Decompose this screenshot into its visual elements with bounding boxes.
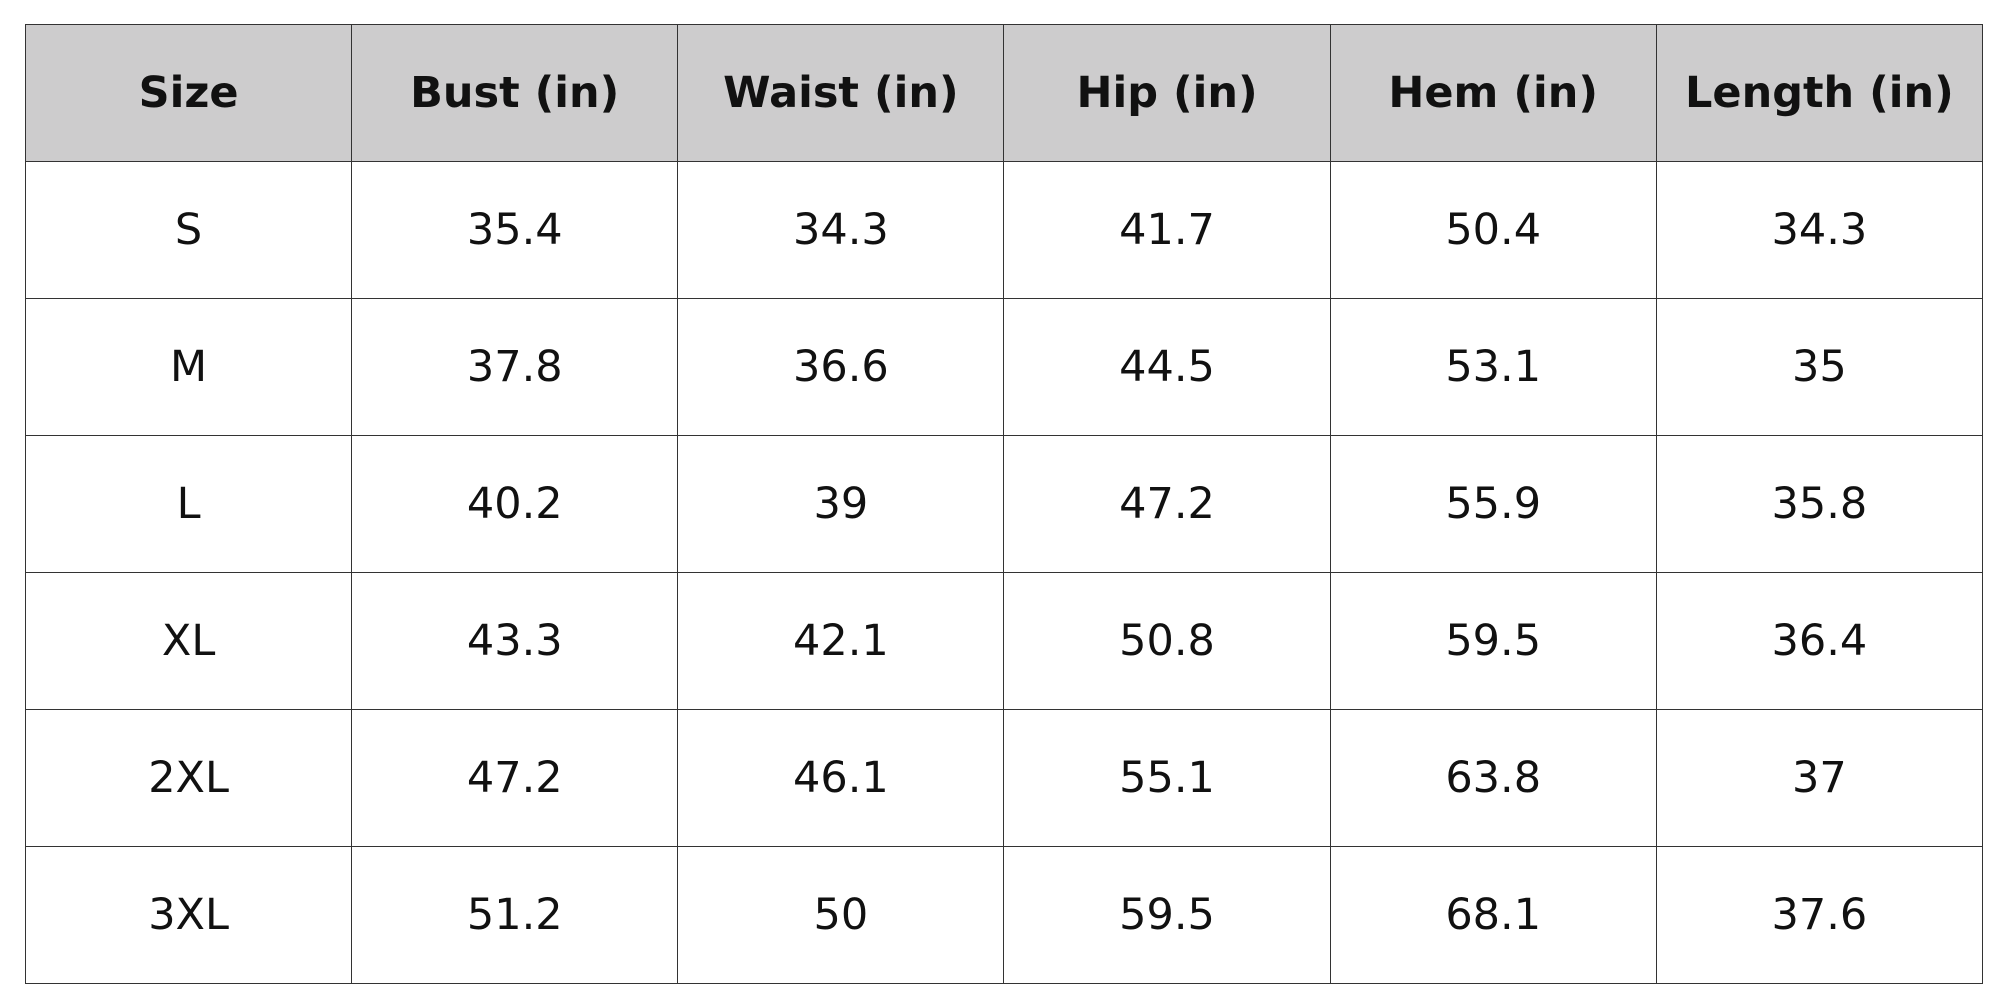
table-head: Size Bust (in) Waist (in) Hip (in) Hem (in) L… [24,24,1984,162]
header-cell: Waist (in) [677,24,1005,162]
table-row: L 40.2 39 47.2 55.9 35.8 [24,435,1984,573]
measurement-cell: 46.1 [677,709,1005,847]
measurement-cell: 40.2 [351,435,679,573]
measurement-cell: 35.8 [1655,435,1984,573]
measurement-cell: 63.8 [1329,709,1657,847]
table-row: M 37.8 36.6 44.5 53.1 35 [24,298,1984,436]
size-cell: 2XL [24,709,353,847]
table-row: S 35.4 34.3 41.7 50.4 34.3 [24,161,1984,299]
header-cell: Size [24,24,353,162]
header-cell: Length (in) [1655,24,1984,162]
measurement-cell: 36.4 [1655,572,1984,710]
measurement-cell: 68.1 [1329,846,1657,984]
table-row: 2XL 47.2 46.1 55.1 63.8 37 [24,709,1984,847]
measurement-cell: 59.5 [1329,572,1657,710]
size-cell: S [24,161,353,299]
measurement-cell: 51.2 [351,846,679,984]
measurement-cell: 34.3 [1655,161,1984,299]
measurement-cell: 44.5 [1003,298,1331,436]
table-body: S 35.4 34.3 41.7 50.4 34.3 M 37.8 36.6 44.5 53.1 35… [24,161,1984,984]
measurement-cell: 42.1 [677,572,1005,710]
measurement-cell: 47.2 [1003,435,1331,573]
measurement-cell: 59.5 [1003,846,1331,984]
size-cell: M [24,298,353,436]
size-table: Size Bust (in) Waist (in) Hip (in) Hem (in) L… [24,24,1984,984]
measurement-cell: 35.4 [351,161,679,299]
measurement-cell: 37.8 [351,298,679,436]
size-cell: L [24,435,353,573]
header-row: Size Bust (in) Waist (in) Hip (in) Hem (in) L… [24,24,1984,162]
header-cell: Hem (in) [1329,24,1657,162]
measurement-cell: 47.2 [351,709,679,847]
table-row: XL 43.3 42.1 50.8 59.5 36.4 [24,572,1984,710]
measurement-cell: 41.7 [1003,161,1331,299]
measurement-cell: 39 [677,435,1005,573]
measurement-cell: 53.1 [1329,298,1657,436]
measurement-cell: 55.9 [1329,435,1657,573]
measurement-cell: 43.3 [351,572,679,710]
measurement-cell: 34.3 [677,161,1005,299]
size-cell: XL [24,572,353,710]
size-cell: 3XL [24,846,353,984]
measurement-cell: 37 [1655,709,1984,847]
measurement-cell: 36.6 [677,298,1005,436]
measurement-cell: 50.8 [1003,572,1331,710]
measurement-cell: 50.4 [1329,161,1657,299]
header-cell: Hip (in) [1003,24,1331,162]
header-cell: Bust (in) [351,24,679,162]
measurement-cell: 35 [1655,298,1984,436]
measurement-cell: 37.6 [1655,846,1984,984]
table-row: 3XL 51.2 50 59.5 68.1 37.6 [24,846,1984,984]
measurement-cell: 50 [677,846,1005,984]
measurement-cell: 55.1 [1003,709,1331,847]
